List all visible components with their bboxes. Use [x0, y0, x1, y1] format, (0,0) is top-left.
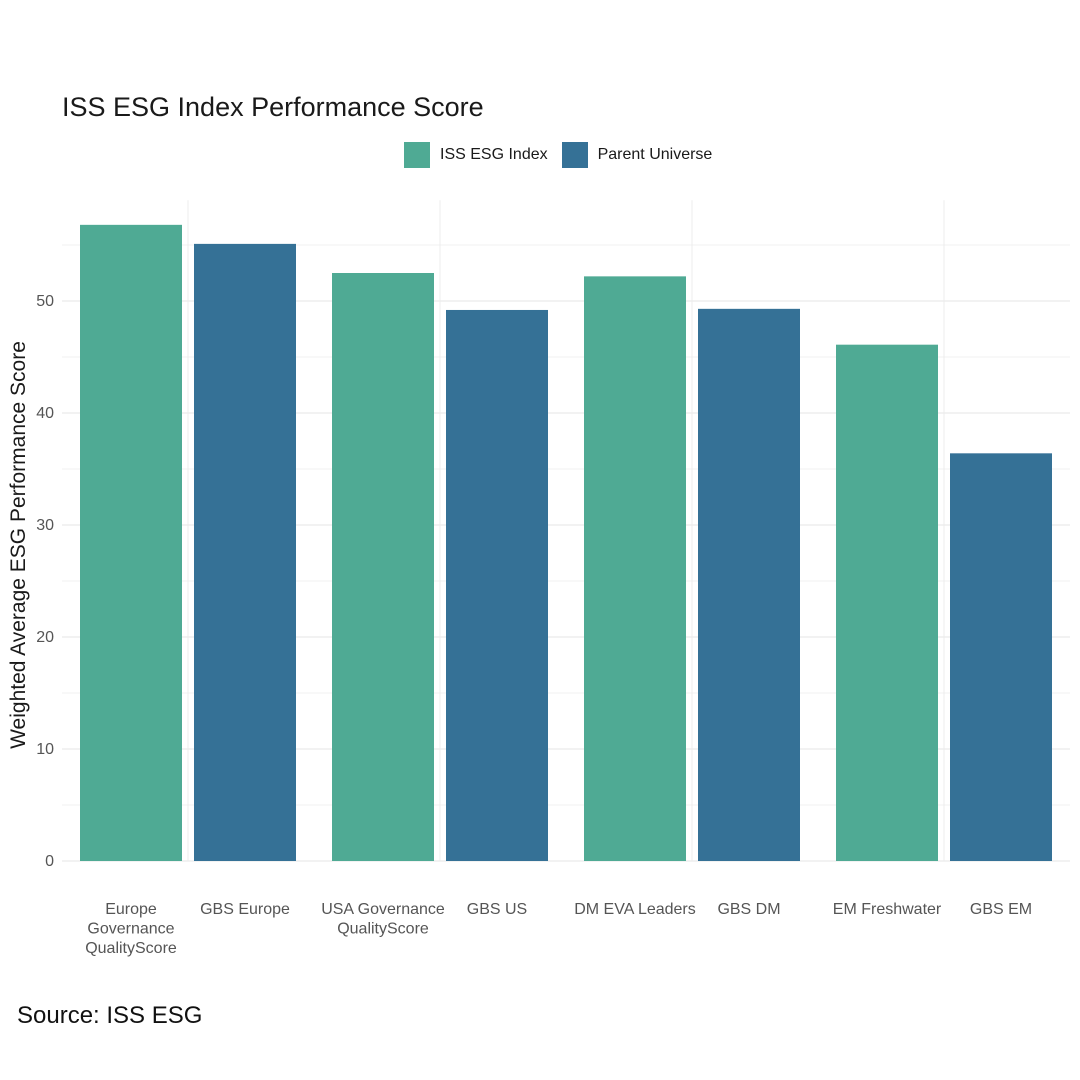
x-tick-label: GBS Europe	[200, 901, 290, 918]
legend: ISS ESG Index Parent Universe	[404, 142, 726, 168]
bars	[80, 224, 1052, 862]
x-tick-label: GBS EM	[970, 901, 1032, 918]
y-tick-label: 50	[36, 293, 54, 310]
y-tick-label: 40	[36, 405, 54, 422]
x-tick-label: Europe Governance QualityScore	[85, 901, 177, 957]
x-tick-label: GBS US	[467, 901, 527, 918]
y-tick-label: 10	[36, 741, 54, 758]
y-tick-label: 0	[45, 853, 54, 870]
x-tick-labels: Europe Governance QualityScore GBS Europe US…	[85, 901, 1032, 957]
bar	[698, 308, 800, 862]
legend-item-iss-esg-index: ISS ESG Index	[404, 142, 548, 168]
legend-label-iss-esg-index: ISS ESG Index	[440, 146, 548, 163]
y-tick-labels: 0 10 20 30 40 50	[36, 293, 54, 870]
bar	[80, 224, 182, 862]
legend-swatch-iss-esg-index	[404, 142, 430, 168]
bar	[332, 273, 434, 861]
bar	[950, 453, 1052, 861]
x-tick-label: USA Governance QualityScore	[321, 901, 445, 938]
y-tick-label: 20	[36, 629, 54, 646]
y-tick-label: 30	[36, 517, 54, 534]
y-axis-label: Weighted Average ESG Performance Score	[7, 341, 30, 749]
bar	[194, 243, 296, 861]
x-tick-label: DM EVA Leaders	[574, 901, 696, 918]
bar	[584, 276, 686, 861]
chart-title: ISS ESG Index Performance Score	[62, 92, 484, 122]
bar	[836, 344, 938, 861]
legend-item-parent-universe: Parent Universe	[561, 142, 713, 168]
bar	[446, 309, 548, 862]
x-tick-label: EM Freshwater	[833, 901, 942, 918]
legend-swatch-parent-universe	[561, 142, 588, 168]
source-note: Source: ISS ESG	[17, 1002, 203, 1029]
x-tick-label: GBS DM	[717, 901, 780, 918]
legend-label-parent-universe: Parent Universe	[597, 146, 713, 163]
